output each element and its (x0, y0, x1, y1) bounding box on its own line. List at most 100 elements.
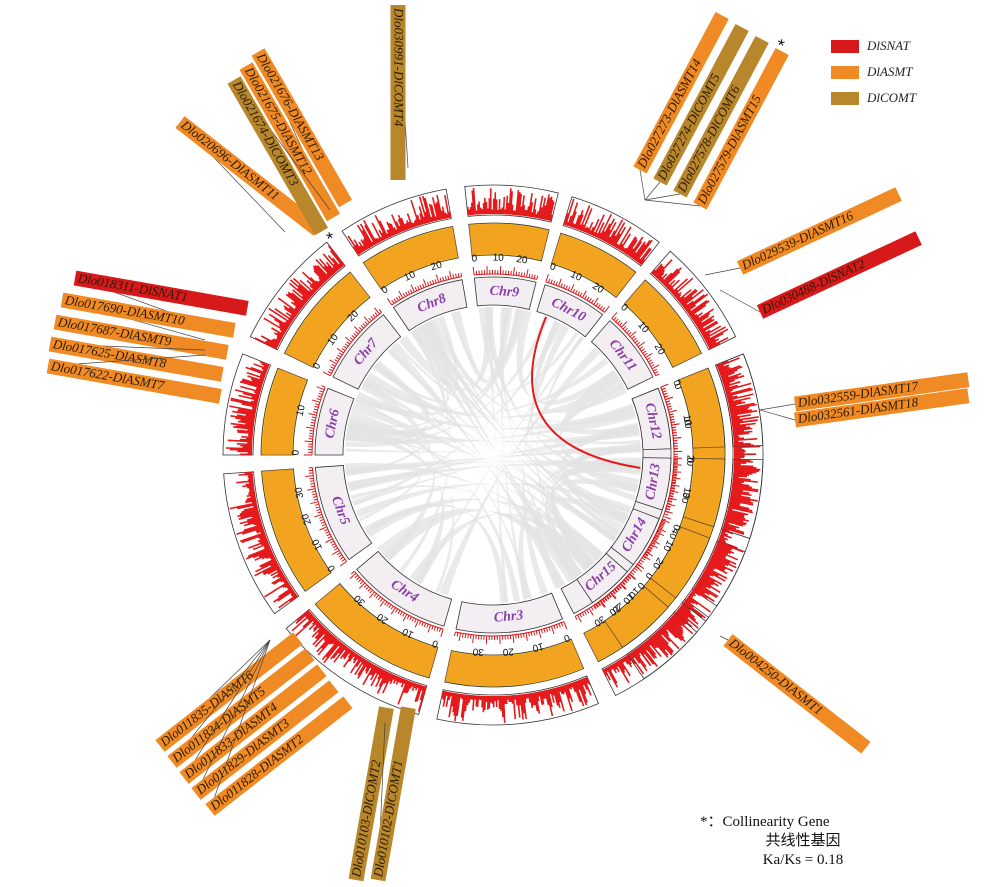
tick-label: 0 (325, 562, 337, 573)
density-histogram-bars (722, 459, 760, 532)
synteny-link (565, 464, 640, 483)
synteny-link (354, 399, 454, 593)
synteny-link (355, 483, 632, 518)
gene-leader-line (639, 169, 646, 201)
gene-label-box: Dlo021675-DlASMT12 (239, 62, 340, 222)
chromosome-chr6: 0 10 Chr6 (222, 353, 355, 456)
gene-family-swatch (155, 632, 303, 752)
gene-leader-line (759, 403, 796, 411)
density-histogram-frame (341, 188, 452, 257)
synteny-link (409, 513, 594, 583)
density-histogram-bars (254, 245, 345, 350)
chromosome-ruler (545, 274, 610, 313)
tick-label: 30 (293, 486, 306, 499)
collinearity-note: *： Collinearity Gene 共线性基因 Ka/Ks = 0.18 (700, 813, 900, 870)
gene-family-swatch (175, 116, 323, 236)
density-histogram-bars (650, 259, 729, 350)
tick-label: 0 (671, 382, 683, 391)
synteny-link (439, 347, 601, 596)
gene-family-swatch (793, 388, 970, 428)
gene-leader-line (195, 639, 271, 795)
synteny-link (418, 322, 582, 580)
synteny-link (559, 369, 640, 488)
gene-family-swatch (239, 62, 340, 222)
gene-leader-line (719, 635, 729, 641)
synteny-link (399, 329, 451, 573)
note-line1: Collinearity Gene (722, 814, 830, 830)
tick-label: 30 (472, 645, 484, 657)
synteny-link (516, 309, 620, 405)
chromosome-name: Chr6 (323, 408, 343, 440)
density-histogram-bars (225, 360, 270, 456)
gene-family-swatch (205, 696, 353, 816)
gene-leader-line (644, 181, 661, 201)
gene-family-swatch (167, 648, 315, 768)
gene-family-swatch (390, 5, 406, 180)
heatmap-stripes (262, 468, 331, 591)
tick-label: 0 (291, 449, 302, 455)
density-histogram-frame (626, 611, 698, 680)
synteny-link (365, 372, 625, 418)
density-histogram-frame (223, 471, 300, 615)
synteny-link (345, 443, 641, 477)
density-histogram-frame (715, 353, 764, 448)
gene-family-swatch (46, 358, 222, 404)
legend-swatch-snat (831, 39, 859, 53)
chromosome-ideogram (356, 550, 453, 627)
gene-leader-line (759, 409, 796, 421)
gene-family-swatch (756, 231, 922, 319)
gene-leader-line (719, 289, 761, 313)
tick-label: 20 (516, 254, 529, 267)
chromosome-name: Chr12 (642, 402, 664, 441)
gene-family-swatch (251, 48, 352, 208)
density-histogram-frame (436, 675, 600, 726)
chromosome-name: Chr13 (643, 463, 664, 502)
gene-family-swatch (60, 292, 236, 338)
density-histogram-frame (562, 196, 660, 267)
synteny-link (347, 419, 640, 443)
synteny-link (410, 328, 579, 581)
heatmap-stripes (684, 458, 725, 527)
tick-label: 0 (311, 361, 324, 371)
tick-label: 20 (430, 259, 444, 273)
density-histogram-frame (249, 241, 346, 351)
gene-leader-line (183, 639, 271, 779)
heatmap-stripes (261, 368, 307, 456)
legend-label-snat: DlSNAT (867, 38, 910, 53)
legend-swatch-asmt (831, 65, 859, 79)
tick-label: 0 (548, 261, 557, 273)
heatmap-stripes (651, 526, 709, 598)
legend: DlSNAT DlASMT DlCOMT (831, 33, 916, 111)
gene-family-swatch (73, 270, 249, 316)
gene-leader-line (644, 193, 681, 201)
chromosome-chr12: 0 10 Chr12 (631, 353, 764, 451)
chromosome-ring: 010203040Chr10102030Chr20102030Chr301020… (222, 184, 764, 726)
chromosome-ideogram (332, 314, 402, 390)
gene-family-swatch (723, 634, 871, 754)
heatmap-stripes (316, 584, 438, 678)
collinearity-link (531, 316, 641, 469)
gene-family-swatch (227, 76, 328, 236)
legend-swatch-comt (831, 91, 859, 105)
tick-label: 0 (684, 457, 695, 463)
chromosome-ideogram (473, 276, 537, 310)
tick-label: 10 (680, 414, 693, 427)
gene-label-dlo030488-dlsnat2: Dlo030488-DlSNAT2 (719, 231, 922, 319)
heatmap-stripes (285, 272, 370, 367)
chromosome-ruler (635, 519, 670, 572)
tick-label: 10 (569, 269, 584, 284)
density-histogram-bars (291, 609, 427, 712)
tick-label: 10 (403, 269, 418, 284)
density-histogram-frame (720, 458, 764, 539)
chromosome-ruler (593, 573, 636, 609)
synteny-link (418, 336, 585, 585)
chromosome-ideogram (635, 457, 672, 511)
gene-name: Dlo004250-DlASMT1 (726, 635, 827, 718)
chromosome-name: Chr9 (489, 284, 520, 301)
chromosome-chr13: 0 10 Chr13 (635, 457, 764, 539)
gene-family-swatch (653, 23, 749, 186)
chromosome-ideogram (392, 279, 468, 332)
